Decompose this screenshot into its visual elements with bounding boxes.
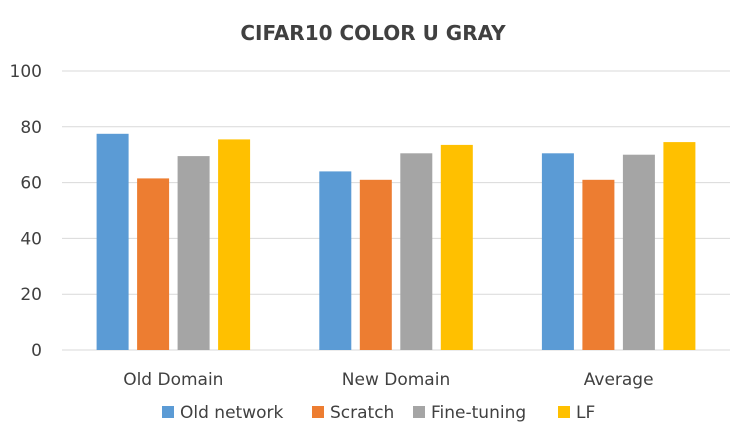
bar-lf-2 (663, 142, 696, 350)
bar-lf-0 (218, 139, 251, 350)
bar-fine-tuning-1 (400, 153, 433, 350)
y-tick-label: 100 (10, 62, 42, 82)
legend-label: Scratch (330, 403, 394, 423)
bars (96, 133, 696, 350)
bar-fine-tuning-2 (622, 154, 655, 350)
x-category-label: New Domain (342, 370, 450, 390)
y-axis-ticks: 0 20 40 60 80 100 (10, 62, 42, 361)
bar-scratch-1 (359, 179, 392, 350)
bar-fine-tuning-0 (177, 156, 210, 350)
y-tick-label: 0 (31, 341, 42, 361)
legend: Old network Scratch Fine-tuning LF (162, 403, 595, 423)
bar-scratch-2 (582, 179, 615, 350)
gridlines (62, 70, 730, 351)
x-category-label: Average (584, 370, 654, 390)
bar-old-network-1 (319, 171, 352, 350)
bar-lf-1 (440, 144, 473, 350)
legend-label: Old network (180, 403, 283, 423)
chart-title: CIFAR10 COLOR U GRAY (240, 21, 506, 45)
bar-scratch-0 (137, 178, 170, 350)
bar-old-network-0 (96, 133, 129, 350)
legend-label: Fine-tuning (431, 403, 526, 423)
legend-label: LF (576, 403, 595, 423)
y-tick-label: 60 (20, 174, 42, 194)
legend-swatch (413, 406, 425, 418)
y-tick-label: 80 (20, 118, 42, 138)
legend-swatch (162, 406, 174, 418)
legend-swatch (558, 406, 570, 418)
y-tick-label: 20 (20, 285, 42, 305)
x-category-label: Old Domain (123, 370, 223, 390)
bar-old-network-2 (541, 153, 574, 350)
x-axis-category-labels: Old Domain New Domain Average (123, 370, 653, 390)
legend-swatch (312, 406, 324, 418)
y-tick-label: 40 (20, 229, 42, 249)
